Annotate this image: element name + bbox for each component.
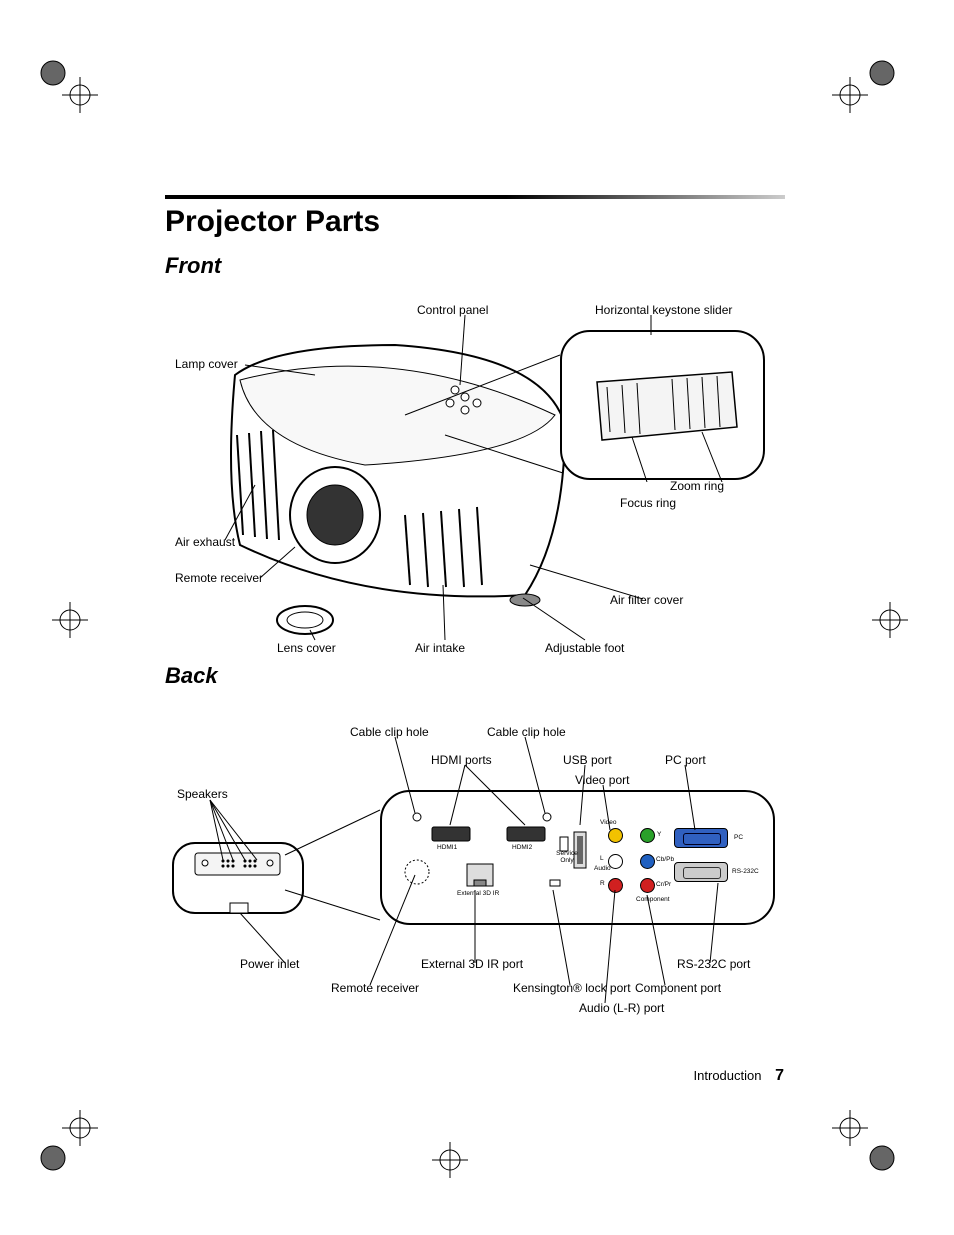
label-lens-cover: Lens cover xyxy=(277,641,336,655)
plabel-ext3dir: External 3D IR xyxy=(457,890,499,897)
label-cable-clip-1: Cable clip hole xyxy=(350,725,429,739)
plabel-rs232c: RS-232C xyxy=(732,868,759,875)
port-video xyxy=(608,828,623,843)
plabel-hdmi2: HDMI2 xyxy=(512,844,532,851)
plabel-component: Component xyxy=(636,896,670,903)
label-air-filter: Air filter cover xyxy=(610,593,683,607)
plabel-video: Video xyxy=(600,819,617,826)
regmark-bl xyxy=(35,1108,105,1178)
footer-page: 7 xyxy=(775,1067,784,1084)
label-air-intake: Air intake xyxy=(415,641,465,655)
main-heading: Projector Parts xyxy=(165,205,785,239)
front-callout-box xyxy=(560,330,765,480)
regmark-bc xyxy=(415,1125,485,1195)
regmark-ml xyxy=(35,585,105,655)
plabel-R: R xyxy=(600,880,605,887)
regmark-tl xyxy=(35,55,105,125)
port-pc xyxy=(674,828,728,848)
projector-top-icon xyxy=(165,825,325,945)
port-comp-y xyxy=(640,828,655,843)
plabel-service: Service Only xyxy=(552,850,582,864)
label-air-exhaust: Air exhaust xyxy=(175,535,235,549)
label-hdmi-ports: HDMI ports xyxy=(431,753,492,767)
plabel-hdmi1: HDMI1 xyxy=(437,844,457,851)
plabel-pc: PC xyxy=(734,834,743,841)
label-cable-clip-2: Cable clip hole xyxy=(487,725,566,739)
regmark-br xyxy=(830,1108,900,1178)
heading-rule xyxy=(165,195,785,199)
section-back-heading: Back xyxy=(165,663,785,689)
back-diagram: HDMI1 HDMI2 External 3D IR Service Only … xyxy=(165,695,785,1025)
port-comp-cb xyxy=(640,854,655,869)
page-content: Projector Parts Front xyxy=(165,195,785,1025)
label-zoom-ring: Zoom ring xyxy=(670,479,724,493)
front-diagram: Control panel Horizontal keystone slider… xyxy=(165,285,785,655)
plabel-audio: Audio xyxy=(594,865,611,872)
plabel-crpr: Cr/Pr xyxy=(656,881,672,888)
footer-section: Introduction xyxy=(694,1068,762,1083)
plabel-cbpb: Cb/Pb xyxy=(656,856,672,863)
plabel-L: L xyxy=(600,855,604,862)
label-remote-recv-f: Remote receiver xyxy=(175,571,263,585)
label-pc-port: PC port xyxy=(665,753,706,767)
label-video-port: Video port xyxy=(575,773,630,787)
label-lamp-cover: Lamp cover xyxy=(175,357,238,371)
label-control-panel: Control panel xyxy=(417,303,488,317)
label-power-inlet: Power inlet xyxy=(240,957,299,971)
regmark-mr xyxy=(855,585,925,655)
port-comp-cr xyxy=(640,878,655,893)
page-footer: Introduction 7 xyxy=(694,1067,784,1085)
label-keystone-slider: Horizontal keystone slider xyxy=(595,303,732,317)
regmark-tr xyxy=(830,55,900,125)
port-panel: HDMI1 HDMI2 External 3D IR Service Only … xyxy=(380,790,775,925)
section-front-heading: Front xyxy=(165,253,785,279)
label-kensington: Kensington® lock port xyxy=(513,981,631,995)
port-audio-r xyxy=(608,878,623,893)
label-adjustable-foot: Adjustable foot xyxy=(545,641,624,655)
label-component: Component port xyxy=(635,981,721,995)
label-speakers: Speakers xyxy=(177,787,228,801)
label-audio-lr: Audio (L-R) port xyxy=(579,1001,664,1015)
label-rs232c: RS-232C port xyxy=(677,957,750,971)
label-focus-ring: Focus ring xyxy=(620,496,676,510)
label-remote-recv-b: Remote receiver xyxy=(331,981,419,995)
port-rs232c xyxy=(674,862,728,882)
label-usb-port: USB port xyxy=(563,753,612,767)
plabel-Y: Y xyxy=(657,831,661,838)
label-ext3dir: External 3D IR port xyxy=(421,957,523,971)
